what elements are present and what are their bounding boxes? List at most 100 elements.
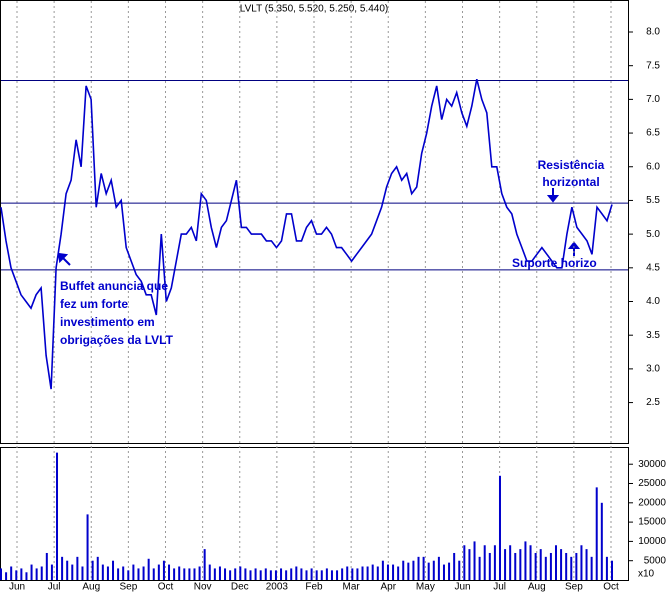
volume-bar: [488, 552, 491, 580]
volume-bar: [611, 560, 613, 580]
y-tick-label: 5.0: [646, 229, 660, 240]
volume-bar: [600, 502, 603, 580]
volume-bar: [249, 570, 252, 580]
x-tick-label: Oct: [603, 582, 619, 592]
annotation: investimento em: [60, 315, 155, 329]
y-tick-label: 6.5: [646, 128, 660, 139]
volume-bar: [183, 568, 186, 580]
volume-bar: [493, 545, 496, 580]
volume-bar: [448, 562, 451, 580]
volume-bar: [361, 566, 364, 580]
volume-bar: [534, 552, 537, 580]
volume-bar: [371, 564, 374, 580]
x-tick-label: Jun: [9, 582, 25, 592]
volume-bar: [315, 570, 318, 580]
volume-bar: [407, 562, 410, 580]
x-tick-label: Dec: [231, 582, 249, 592]
volume-bar: [147, 558, 150, 580]
volume-bar: [193, 568, 196, 580]
volume-bar: [50, 564, 53, 580]
volume-bar: [30, 564, 33, 580]
volume-bar: [422, 556, 425, 580]
y-tick-label: 5.5: [646, 195, 660, 206]
volume-bar: [132, 564, 135, 580]
volume-bar: [560, 549, 563, 580]
volume-bar: [570, 556, 573, 580]
volume-bar: [264, 568, 267, 580]
volume-bar: [504, 549, 507, 580]
annotation: fez um forte: [60, 297, 128, 311]
x-tick-label: Sep: [565, 582, 583, 592]
price-line: [0, 79, 613, 390]
volume-bar: [96, 556, 99, 580]
volume-bar: [81, 566, 84, 580]
volume-bar: [529, 545, 532, 580]
volume-bar: [458, 560, 461, 580]
y-tick-label: 8.0: [646, 27, 660, 38]
annotation: Suporte horizo: [512, 256, 597, 270]
volume-bar: [295, 566, 298, 580]
volume-bar: [483, 545, 486, 580]
x-tick-label: May: [416, 582, 435, 592]
volume-bar: [259, 570, 262, 580]
volume-bar: [178, 566, 181, 580]
y-tick-label: 20000: [638, 497, 666, 508]
volume-bar: [274, 570, 277, 580]
volume-bar: [585, 549, 588, 580]
volume-bar: [519, 549, 522, 580]
volume-bar: [91, 560, 94, 580]
y-tick-label: 3.0: [646, 364, 660, 375]
volume-bar: [45, 552, 48, 580]
volume-panel: [0, 447, 629, 581]
volume-bar: [376, 566, 379, 580]
volume-bar: [427, 562, 430, 580]
volume-bar: [442, 564, 445, 580]
volume-bar: [544, 556, 547, 580]
volume-bar: [402, 560, 405, 580]
volume-bar: [173, 568, 176, 580]
volume-bar: [549, 552, 552, 580]
volume-bar: [168, 564, 171, 580]
volume-bar: [392, 564, 395, 580]
volume-bar: [239, 566, 242, 580]
volume-bar: [86, 514, 89, 580]
y-tick-label: 4.0: [646, 296, 660, 307]
volume-bar: [341, 568, 344, 580]
volume-bar: [478, 556, 481, 580]
chart-title: LVLT (5.350, 5.520, 5.250, 5.440): [240, 4, 388, 15]
volume-bar: [605, 556, 608, 580]
volume-bar: [310, 568, 313, 580]
annotation: obrigações da LVLT: [60, 333, 174, 347]
volume-bar: [269, 570, 272, 580]
y-tick-label: 30000: [638, 459, 666, 470]
volume-bar: [0, 568, 2, 580]
volume-unit: x10: [638, 569, 655, 580]
y-tick-label: 25000: [638, 478, 666, 489]
volume-bar: [590, 556, 593, 580]
volume-bar: [554, 545, 557, 580]
x-tick-label: Apr: [380, 582, 396, 592]
volume-bar: [152, 568, 155, 580]
volume-bar: [330, 570, 333, 580]
volume-bar: [15, 570, 18, 580]
volume-bar: [580, 545, 583, 580]
x-tick-label: Aug: [528, 582, 546, 592]
x-tick-label: 2003: [266, 582, 289, 592]
volume-bar: [381, 560, 384, 580]
x-tick-label: Mar: [343, 582, 361, 592]
x-tick-label: Oct: [158, 582, 174, 592]
volume-bar: [137, 568, 140, 580]
volume-bar: [320, 570, 323, 580]
volume-bar: [325, 568, 328, 580]
volume-bar: [66, 560, 69, 580]
volume-bar: [10, 566, 13, 580]
volume-bar: [595, 487, 598, 580]
volume-bar: [463, 545, 466, 580]
volume-bar: [514, 552, 517, 580]
x-tick-label: Nov: [194, 582, 212, 592]
volume-bar: [142, 566, 145, 580]
volume-bar: [346, 566, 349, 580]
annotation: horizontal: [542, 175, 599, 189]
y-tick-label: 7.5: [646, 60, 660, 71]
